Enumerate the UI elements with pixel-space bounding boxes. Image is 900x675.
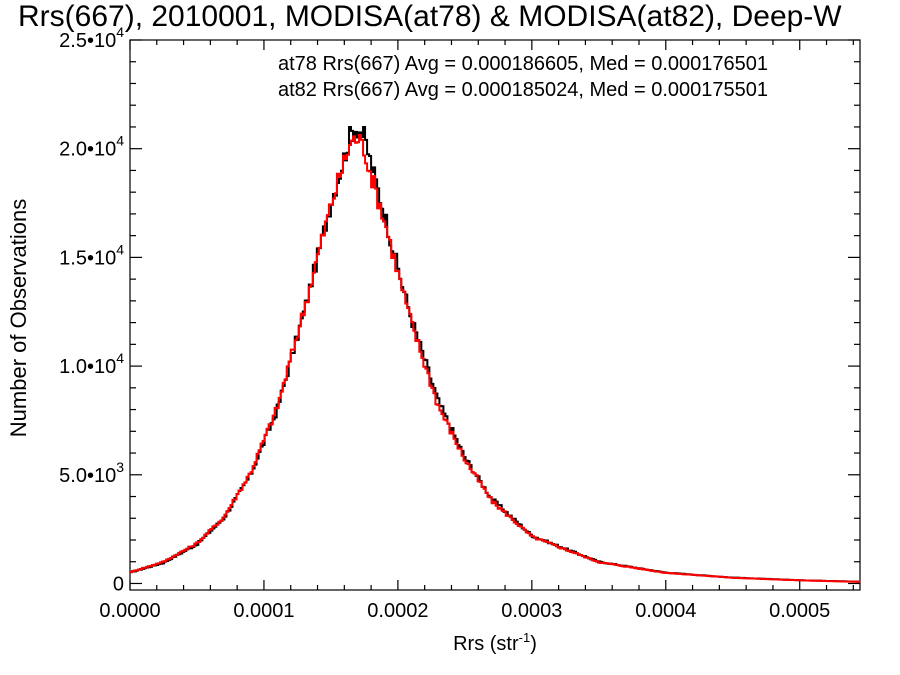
- y-axis-label: Number of Observations: [6, 199, 31, 437]
- x-tick-label: 0.0001: [233, 600, 294, 622]
- legend-at82: at82 Rrs(667) Avg = 0.000185024, Med = 0…: [278, 79, 768, 101]
- legend-at78: at78 Rrs(667) Avg = 0.000186605, Med = 0…: [278, 53, 768, 75]
- x-tick-label: 0.0002: [367, 600, 428, 622]
- y-tick-exponent: 4: [116, 350, 124, 366]
- y-tick-mantissa: 5.0•10: [59, 465, 116, 487]
- series-at82-line: [130, 133, 861, 583]
- y-tick-label: 0: [113, 573, 124, 595]
- x-axis-label-exponent: -1: [519, 630, 531, 645]
- x-axis-label: Rrs (str-1): [453, 630, 537, 655]
- y-tick-label: 5.0•103: [59, 459, 124, 487]
- x-tick-label: 0.0004: [635, 600, 696, 622]
- y-tick-label: 1.0•104: [59, 350, 124, 378]
- y-tick-exponent: 4: [116, 241, 124, 257]
- x-tick-label: 0.0005: [769, 600, 830, 622]
- x-axis-label-main: Rrs (str: [453, 633, 519, 655]
- y-tick-mantissa: 2.0•10: [59, 139, 116, 161]
- y-tick-label: 2.5•104: [59, 24, 124, 52]
- y-tick-exponent: 3: [116, 459, 124, 475]
- y-tick-exponent: 4: [116, 24, 124, 40]
- y-tick-mantissa: 2.5•10: [59, 30, 116, 52]
- y-tick-mantissa: 1.5•10: [59, 247, 116, 269]
- y-tick-exponent: 4: [116, 133, 124, 149]
- x-tick-label: 0.0003: [501, 600, 562, 622]
- y-tick-label: 1.5•104: [59, 241, 124, 269]
- chart-title: Rrs(667), 2010001, MODISA(at78) & MODISA…: [18, 0, 842, 33]
- y-tick-mantissa: 1.0•10: [59, 356, 116, 378]
- plot-frame: [129, 39, 861, 591]
- x-tick-label: 0.0000: [99, 600, 160, 622]
- y-tick-label: 2.0•104: [59, 133, 124, 161]
- y-tick-mantissa: 0: [113, 573, 124, 595]
- x-axis-label-close: ): [530, 633, 537, 655]
